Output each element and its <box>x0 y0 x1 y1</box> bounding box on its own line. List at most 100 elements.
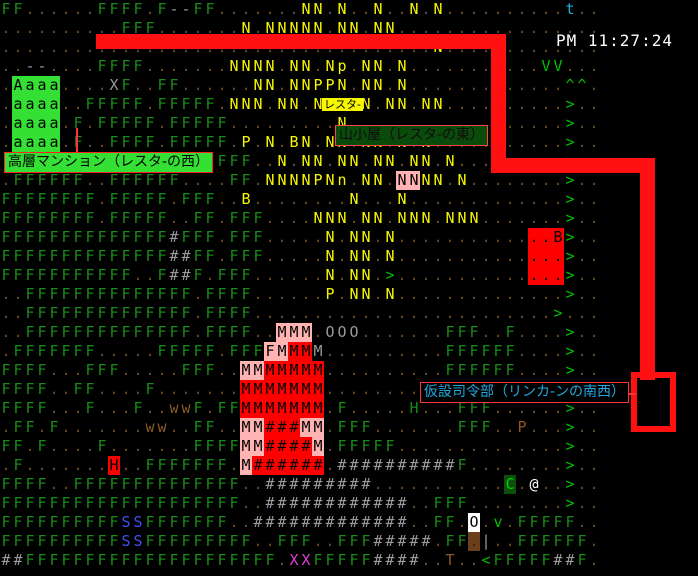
map-cell: N <box>445 209 455 227</box>
map-cell: . <box>505 19 515 37</box>
map-cell: F <box>145 456 155 474</box>
map-cell <box>612 57 624 76</box>
map-cell: . <box>349 133 359 151</box>
map-cell: . <box>577 513 587 531</box>
map-cell: N <box>325 228 335 246</box>
map-cell <box>648 228 660 247</box>
map-cell: F <box>205 342 215 360</box>
map-cell: F <box>481 342 491 360</box>
map-cell: F <box>217 304 227 322</box>
map-cell: > <box>553 304 563 322</box>
map-cell: . <box>265 95 275 113</box>
map-row: # # F F F F F F F F F F F F F F F F F F F F F. X X F F F F F # # # #.. T..… <box>0 551 698 570</box>
map-cell: F <box>25 228 35 246</box>
map-cell: . <box>73 19 83 37</box>
map-cell: . <box>589 228 599 246</box>
map-cell <box>624 494 636 513</box>
map-cell: ^ <box>565 76 575 94</box>
map-cell: > <box>565 494 575 512</box>
map-cell: . <box>517 266 527 284</box>
map-cell: P <box>313 76 323 94</box>
map-cell: . <box>469 551 479 569</box>
map-cell: F <box>37 494 47 512</box>
map-cell <box>660 456 672 475</box>
map-cell: F <box>145 304 155 322</box>
map-cell: . <box>1 95 11 113</box>
map-cell <box>636 228 648 247</box>
map-cell: . <box>540 247 552 266</box>
map-cell: . <box>373 475 383 493</box>
map-cell: F <box>97 475 107 493</box>
map-cell: N <box>409 152 419 170</box>
map-cell: . <box>577 323 587 341</box>
map-cell: . <box>361 38 371 56</box>
map-cell: F <box>241 152 251 170</box>
map-cell <box>612 19 624 38</box>
map-cell: F <box>577 532 587 550</box>
map-cell: M <box>288 380 300 399</box>
map-cell: N <box>349 285 359 303</box>
map-cell: F <box>133 494 143 512</box>
map-cell <box>600 190 612 209</box>
map-cell: N <box>457 171 467 189</box>
map-cell: M <box>276 399 288 418</box>
map-cell: > <box>565 152 575 170</box>
map-cell: F <box>85 247 95 265</box>
map-cell <box>648 494 660 513</box>
map-cell: . <box>493 133 503 151</box>
map-cell: N <box>361 57 371 75</box>
map-cell: N <box>241 19 251 37</box>
map-cell <box>684 0 696 19</box>
map-cell: N <box>265 171 275 189</box>
map-cell: N <box>433 95 443 113</box>
map-cell: . <box>97 418 107 436</box>
map-cell: . <box>517 342 527 360</box>
map-cell <box>648 190 660 209</box>
map-cell: F <box>37 247 47 265</box>
map-cell: . <box>193 304 203 322</box>
map-cell: . <box>349 380 359 398</box>
map-cell <box>648 19 660 38</box>
map-cell: F <box>1 399 11 417</box>
map-cell <box>612 532 624 551</box>
map-cell: # <box>301 513 311 531</box>
map-cell: F <box>517 551 527 569</box>
map-cell <box>624 513 636 532</box>
map-cell: . <box>133 456 143 474</box>
map-cell <box>636 304 648 323</box>
map-cell: # <box>361 494 371 512</box>
map-cell: F <box>481 380 491 398</box>
map-cell: . <box>421 551 431 569</box>
map-cell: F <box>277 532 287 550</box>
map-cell <box>600 494 612 513</box>
map-cell: # <box>277 494 287 512</box>
map-cell: # <box>288 418 300 437</box>
map-cell: F <box>229 551 239 569</box>
map-cell: N <box>277 171 287 189</box>
map-cell: . <box>157 380 167 398</box>
map-cell: . <box>397 475 407 493</box>
map-cell: . <box>505 513 515 531</box>
map-cell: . <box>529 152 539 170</box>
map-cell <box>684 532 696 551</box>
map-cell: # <box>361 513 371 531</box>
map-cell: F <box>457 342 467 360</box>
map-cell: S <box>121 513 131 531</box>
map-cell: N <box>373 0 383 18</box>
map-cell: F <box>205 95 215 113</box>
map-cell: T <box>445 551 455 569</box>
map-cell: > <box>385 266 395 284</box>
map-cell: F <box>253 342 263 360</box>
map-cell: . <box>385 0 395 18</box>
map-cell: F <box>121 76 131 94</box>
map-cell: a <box>48 114 60 133</box>
map-cell <box>636 133 648 152</box>
map-cell: . <box>433 323 443 341</box>
map-cell: . <box>457 152 467 170</box>
map-cell: F <box>37 532 47 550</box>
map-cell: F <box>109 57 119 75</box>
map-cell <box>672 475 684 494</box>
